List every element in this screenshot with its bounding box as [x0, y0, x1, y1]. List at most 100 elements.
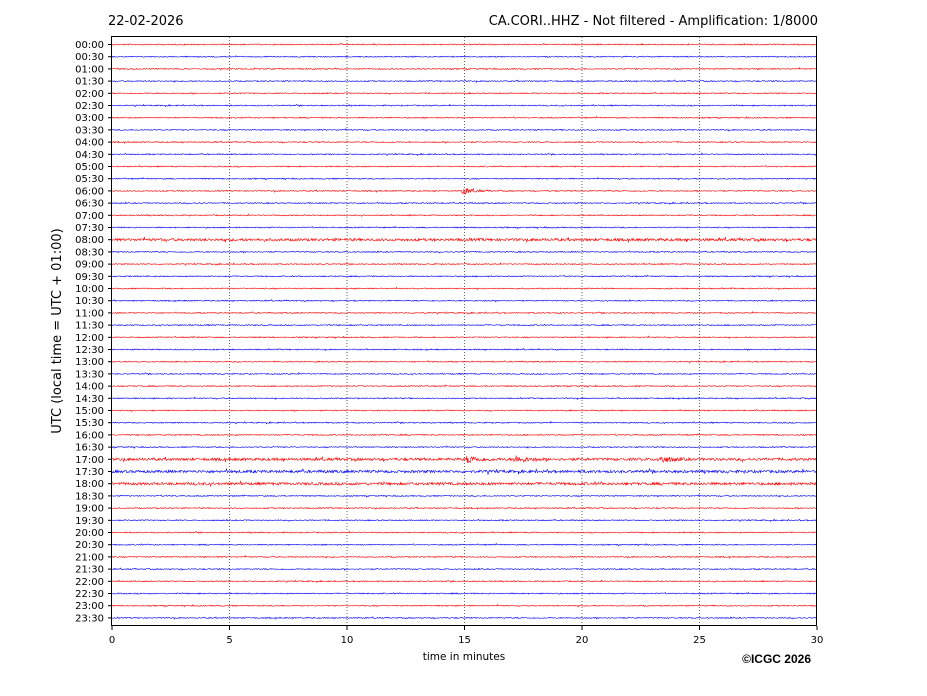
row-label: 15:30 [75, 418, 104, 429]
row-label: 13:30 [75, 369, 104, 380]
trace-line [111, 603, 818, 608]
row-label: 17:30 [75, 467, 104, 478]
trace-line [111, 468, 818, 476]
trace-line [111, 445, 818, 449]
y-axis-label: UTC (local time = UTC + 01:00) [50, 228, 65, 433]
trace-line [111, 187, 818, 196]
trace-line [111, 591, 818, 595]
row-label: 16:30 [75, 443, 104, 454]
row-label: 02:00 [75, 89, 104, 100]
row-label: 08:00 [75, 235, 104, 246]
row-label: 06:30 [75, 199, 104, 210]
trace-line [111, 286, 818, 291]
row-label: 12:30 [75, 345, 104, 356]
x-axis-label: time in minutes [423, 651, 505, 663]
x-tick-label: 15 [458, 635, 471, 646]
row-label: 04:00 [75, 138, 104, 149]
trace-line [111, 176, 818, 181]
row-label: 12:00 [75, 333, 104, 344]
row-label: 23:00 [75, 601, 104, 612]
row-label: 13:00 [75, 357, 104, 368]
plot-frame [111, 36, 817, 626]
row-label: 16:00 [75, 430, 104, 441]
row-label: 11:30 [75, 321, 104, 332]
row-label: 04:30 [75, 150, 104, 161]
trace-line [111, 103, 818, 108]
trace-line [111, 55, 818, 59]
row-label: 15:00 [75, 406, 104, 417]
row-label: 14:30 [75, 394, 104, 405]
row-label: 09:30 [75, 272, 104, 283]
row-label: 14:00 [75, 382, 104, 393]
trace-line [111, 201, 818, 205]
date-title: 22-02-2026 [108, 14, 184, 29]
trace-line [111, 262, 818, 266]
row-label: 10:30 [75, 296, 104, 307]
trace-line [111, 42, 818, 46]
trace-line [111, 384, 818, 388]
trace-line [111, 310, 818, 315]
trace-line [111, 579, 818, 584]
grid-lines [229, 37, 700, 626]
row-label: 08:30 [75, 247, 104, 258]
row-label: 20:30 [75, 540, 104, 551]
trace-line [111, 79, 818, 84]
trace-line [111, 455, 818, 464]
trace-line [111, 567, 818, 571]
trace-line [111, 480, 818, 488]
row-label: 18:30 [75, 491, 104, 502]
trace-line [111, 335, 818, 340]
trace-line [111, 554, 818, 559]
trace-line [111, 408, 818, 413]
row-label: 18:00 [75, 479, 104, 490]
trace-line [111, 371, 818, 376]
row-label: 00:00 [75, 40, 104, 51]
row-label: 06:00 [75, 186, 104, 197]
trace-line [111, 128, 818, 132]
trace-line [111, 542, 818, 547]
x-tick-label: 30 [811, 635, 824, 646]
row-label: 19:00 [75, 504, 104, 515]
row-label: 22:30 [75, 589, 104, 600]
row-label: 05:00 [75, 162, 104, 173]
trace-line [111, 274, 818, 279]
row-label: 19:30 [75, 516, 104, 527]
trace-line [111, 213, 818, 217]
row-label: 21:00 [75, 552, 104, 563]
row-label: 22:00 [75, 577, 104, 588]
trace-line [111, 91, 818, 96]
row-label: 01:00 [75, 64, 104, 75]
copyright-text: ©ICGC 2026 [742, 652, 811, 666]
row-label: 20:00 [75, 528, 104, 539]
trace-line [111, 225, 818, 230]
trace-line [111, 152, 818, 157]
x-tick-label: 20 [576, 635, 589, 646]
trace-line [111, 140, 818, 145]
row-label: 07:00 [75, 211, 104, 222]
x-axis: 0 5 10 15 20 25 30 [109, 626, 824, 646]
trace-line [111, 530, 818, 535]
row-label: 03:00 [75, 113, 104, 124]
row-label: 00:30 [75, 52, 104, 63]
row-label: 02:30 [75, 101, 104, 112]
trace-line [111, 323, 818, 327]
x-tick-label: 0 [109, 635, 115, 646]
row-label: 05:30 [75, 174, 104, 185]
row-label: 07:30 [75, 223, 104, 234]
station-title: CA.CORI..HHZ - Not filtered - Amplificat… [489, 14, 818, 29]
trace-line [111, 494, 818, 498]
row-label: 21:30 [75, 565, 104, 576]
traces [111, 42, 818, 620]
trace-line [111, 506, 818, 511]
row-label: 10:00 [75, 284, 104, 295]
x-tick-label: 25 [693, 635, 706, 646]
row-label: 09:00 [75, 260, 104, 271]
trace-line [111, 420, 818, 425]
trace-line [111, 518, 818, 523]
trace-line [111, 236, 818, 243]
row-label: 23:30 [75, 613, 104, 624]
trace-line [111, 298, 818, 303]
row-label: 03:30 [75, 125, 104, 136]
